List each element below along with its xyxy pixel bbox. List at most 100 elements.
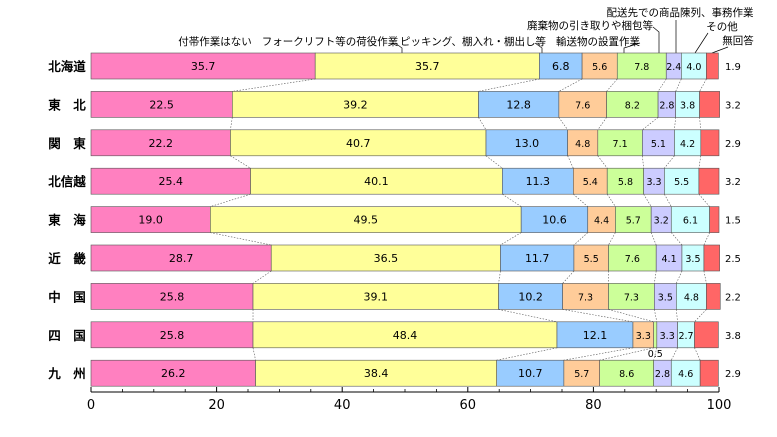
- bar-segment: [90, 91, 233, 118]
- connector-line: [699, 117, 702, 130]
- data-label: 40.1: [364, 175, 389, 188]
- bar-segment: [255, 359, 497, 387]
- bar-row: [90, 283, 721, 310]
- connector-line: [562, 309, 634, 323]
- x-tick-label: 20: [208, 398, 225, 413]
- data-label: 3.2: [725, 177, 741, 188]
- legend-leader-line: [652, 26, 660, 53]
- data-label: 5.6: [592, 62, 607, 73]
- bar-segment: [698, 167, 720, 195]
- connector-line: [597, 117, 607, 130]
- bar-segment: [230, 129, 487, 157]
- connector-line: [703, 270, 707, 284]
- bar-segment: [502, 167, 574, 195]
- category-label: 東 北: [48, 97, 86, 112]
- data-label: 3.5: [685, 254, 700, 265]
- connector-line: [597, 155, 608, 169]
- connector-line: [671, 347, 678, 361]
- connector-line: [642, 155, 644, 169]
- connector-line: [252, 347, 256, 361]
- data-label: 6.8: [552, 60, 570, 73]
- data-label: 4.6: [678, 369, 693, 380]
- bars: 35.7 35.7 6.8 5.6 7.8 2.4 4.0 1.9 22.5 39.2 12.8 7.…: [90, 52, 741, 387]
- x-axis: 0 20 40 60 80 100: [87, 387, 732, 413]
- data-label: 2.8: [659, 100, 674, 111]
- bar-segment: [699, 359, 719, 387]
- data-label: 4.8: [684, 292, 699, 303]
- bar-segment: [706, 283, 721, 310]
- bar-row: [90, 321, 719, 349]
- bar-segment: [664, 167, 700, 195]
- bar-segment: [500, 244, 575, 272]
- bar-segment: [581, 52, 618, 80]
- bar-segment: [700, 129, 720, 157]
- data-label: 22.5: [149, 98, 174, 111]
- legend-leader-line: [623, 42, 641, 53]
- connector-line: [573, 232, 588, 246]
- legend-leader-line: [694, 32, 709, 54]
- connector-line: [210, 232, 272, 246]
- bar-row: [90, 52, 719, 80]
- legend: 付帯作業はない フォークリフト等の荷役作業 ピッキング、棚入れ・棚出し等 輸送物の設置…: [178, 6, 754, 54]
- data-label: 2.9: [725, 369, 741, 380]
- data-label: 10.7: [518, 367, 543, 380]
- bar-segment: [314, 52, 540, 80]
- connector-line: [230, 117, 233, 130]
- bar-row: [90, 129, 720, 157]
- bar-segment: [270, 244, 501, 272]
- data-label: 11.7: [525, 252, 550, 265]
- bar-segment: [90, 167, 251, 195]
- data-label: 35.7: [415, 60, 440, 73]
- data-label: 7.3: [624, 292, 639, 303]
- connector-line: [496, 347, 558, 361]
- x-tick-label: 100: [707, 398, 732, 413]
- x-tick-label: 0: [87, 398, 95, 413]
- connector-line: [657, 78, 667, 92]
- connector-line: [671, 232, 683, 246]
- bar-segment: [252, 321, 558, 349]
- category-label: 九 州: [47, 366, 86, 381]
- data-label: 25.8: [160, 290, 185, 303]
- data-label: 12.1: [583, 329, 608, 342]
- bar-segment: [674, 129, 702, 157]
- legend-label: 配送先での商品陳列、事務作業: [607, 6, 754, 19]
- data-label: 3.3: [636, 331, 651, 342]
- bar-segment: [90, 321, 254, 349]
- bar-segment: [616, 52, 667, 80]
- bar-segment: [90, 52, 316, 80]
- data-label: 25.8: [160, 329, 185, 342]
- data-label: 3.8: [725, 331, 741, 342]
- data-label: 7.8: [634, 62, 649, 73]
- bar-segment: [694, 321, 719, 349]
- legend-label: その他: [706, 20, 738, 33]
- bar-segment: [90, 359, 256, 387]
- bar-segment: [573, 244, 609, 272]
- connector-line: [606, 194, 616, 207]
- bar-row: [90, 167, 720, 195]
- data-label: 1.9: [725, 62, 741, 73]
- legend-leader-line: [394, 42, 403, 53]
- data-label: 2.5: [725, 254, 741, 265]
- bar-segment: [572, 167, 608, 195]
- data-label: 2.7: [678, 331, 693, 342]
- data-label: 3.2: [725, 100, 741, 111]
- data-label: 4.1: [662, 254, 677, 265]
- connector-line: [252, 270, 272, 284]
- connector-line: [498, 270, 501, 284]
- connector-line: [210, 193, 251, 207]
- bar-segment: [90, 283, 254, 310]
- bar-segment: [709, 206, 720, 233]
- connector-line: [562, 270, 575, 284]
- data-label: 39.1: [364, 290, 389, 303]
- connector-line: [606, 78, 618, 92]
- data-label: 5.7: [626, 216, 641, 227]
- connector-line: [478, 117, 487, 130]
- bar-segment: [699, 91, 720, 118]
- bar-segment: [608, 283, 655, 310]
- category-label: 中 国: [48, 289, 86, 304]
- data-label: 11.3: [526, 175, 551, 188]
- connector-line: [643, 194, 652, 207]
- connector-line: [573, 193, 588, 207]
